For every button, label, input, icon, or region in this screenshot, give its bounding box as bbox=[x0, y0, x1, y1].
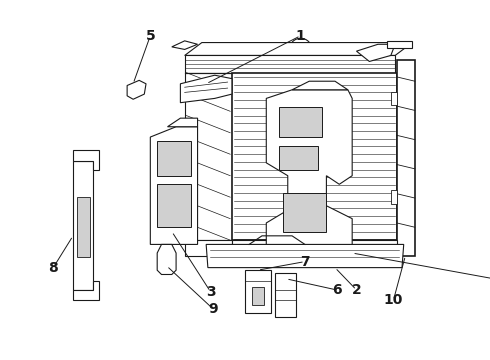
Polygon shape bbox=[157, 244, 176, 274]
Polygon shape bbox=[168, 118, 197, 127]
Polygon shape bbox=[73, 150, 99, 170]
Polygon shape bbox=[185, 240, 232, 256]
Polygon shape bbox=[252, 287, 264, 305]
Polygon shape bbox=[387, 41, 412, 48]
Text: 8: 8 bbox=[49, 261, 58, 275]
Text: 10: 10 bbox=[384, 293, 403, 307]
Polygon shape bbox=[127, 80, 146, 99]
Polygon shape bbox=[180, 75, 232, 103]
Polygon shape bbox=[185, 73, 232, 240]
Text: 6: 6 bbox=[332, 283, 342, 297]
Polygon shape bbox=[266, 90, 352, 257]
Polygon shape bbox=[283, 193, 326, 231]
Polygon shape bbox=[391, 91, 397, 105]
Polygon shape bbox=[245, 270, 270, 313]
Polygon shape bbox=[279, 107, 322, 137]
Polygon shape bbox=[172, 41, 197, 49]
Polygon shape bbox=[391, 190, 397, 204]
Text: 9: 9 bbox=[208, 302, 218, 316]
Polygon shape bbox=[185, 55, 395, 73]
Text: 2: 2 bbox=[352, 283, 361, 297]
Polygon shape bbox=[73, 282, 99, 300]
Text: 5: 5 bbox=[146, 29, 155, 43]
Polygon shape bbox=[150, 127, 197, 244]
Polygon shape bbox=[185, 42, 412, 55]
Polygon shape bbox=[206, 244, 404, 267]
Polygon shape bbox=[292, 81, 348, 90]
Text: 1: 1 bbox=[296, 29, 306, 43]
Polygon shape bbox=[157, 141, 191, 176]
Text: 4: 4 bbox=[489, 272, 490, 286]
Polygon shape bbox=[73, 161, 93, 290]
Polygon shape bbox=[397, 60, 415, 256]
Polygon shape bbox=[77, 197, 90, 257]
Text: 7: 7 bbox=[300, 255, 310, 269]
Polygon shape bbox=[157, 184, 191, 227]
Polygon shape bbox=[232, 73, 397, 240]
Text: 3: 3 bbox=[206, 285, 215, 299]
Polygon shape bbox=[232, 240, 397, 256]
Polygon shape bbox=[279, 146, 318, 170]
Polygon shape bbox=[357, 44, 395, 62]
Polygon shape bbox=[275, 273, 296, 318]
